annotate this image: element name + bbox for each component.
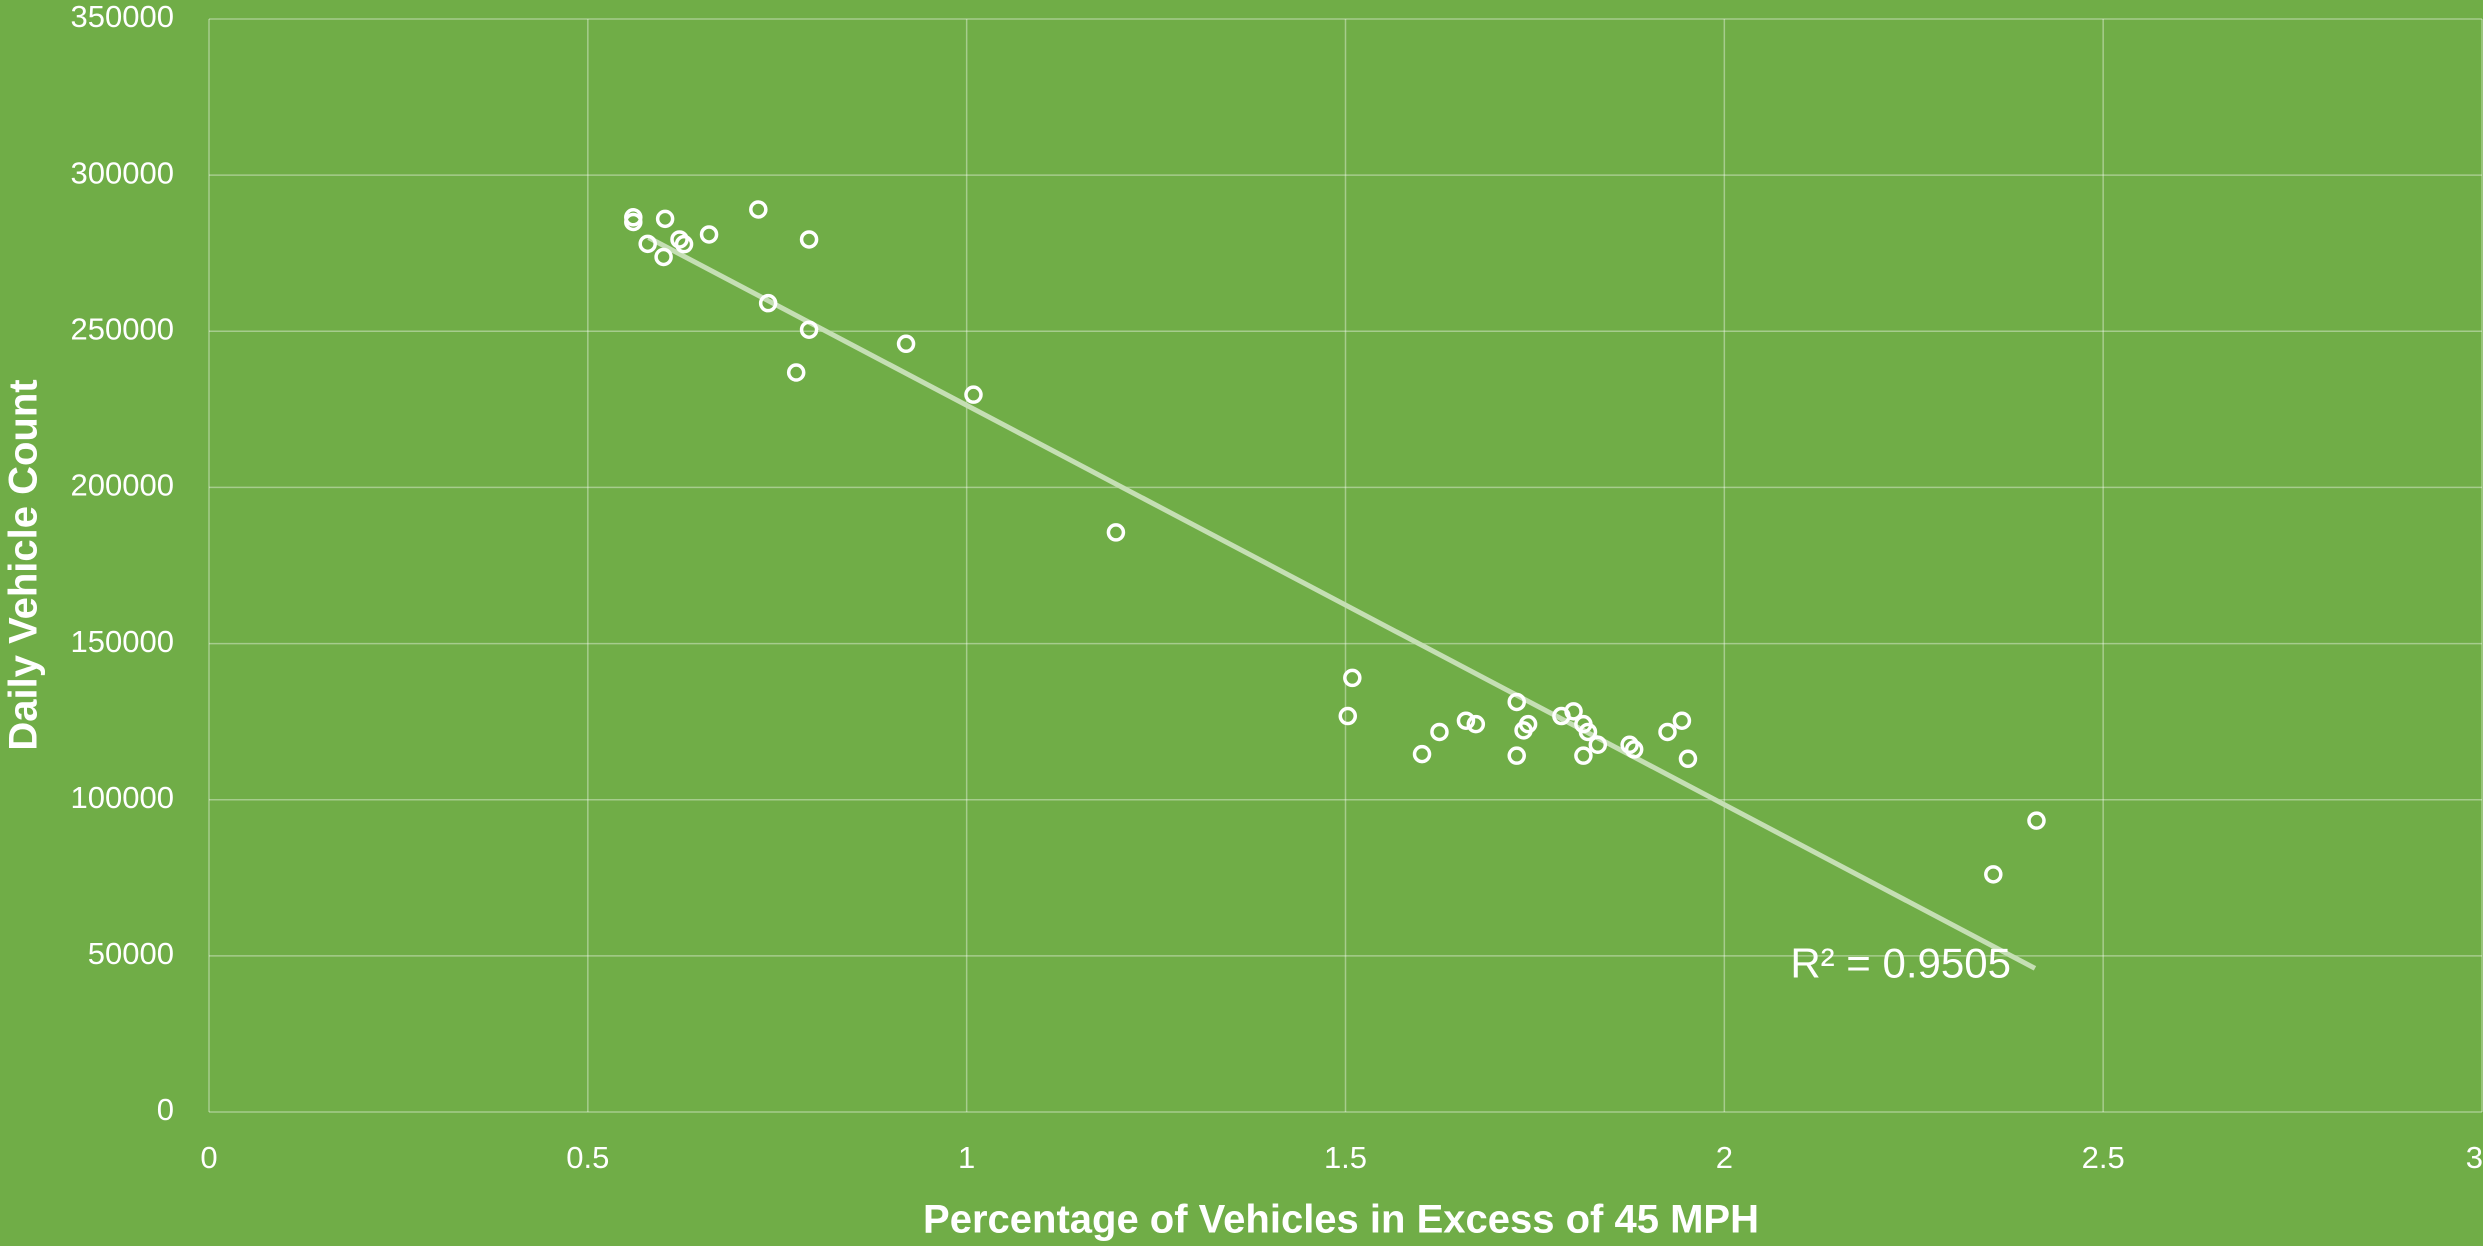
data-point bbox=[1678, 749, 1698, 769]
y-axis-title: Daily Vehicle Count bbox=[2, 379, 46, 750]
y-tick-label: 100000 bbox=[71, 780, 174, 815]
y-tick-label: 250000 bbox=[71, 311, 174, 346]
data-point bbox=[674, 234, 694, 254]
data-point bbox=[2027, 811, 2046, 830]
x-tick-label: 3 bbox=[2466, 1140, 2483, 1175]
data-point bbox=[1518, 714, 1538, 734]
y-tick-label: 150000 bbox=[71, 624, 174, 659]
data-point bbox=[1588, 735, 1608, 755]
data-point bbox=[1658, 722, 1677, 742]
data-point bbox=[786, 363, 806, 382]
x-tick-label: 0.5 bbox=[566, 1140, 609, 1175]
data-point bbox=[1672, 711, 1692, 730]
x-tick-label: 2 bbox=[1716, 1140, 1733, 1175]
data-point bbox=[638, 234, 657, 254]
data-point bbox=[1456, 711, 1476, 730]
data-point bbox=[1620, 735, 1639, 755]
data-point bbox=[799, 230, 819, 249]
data-point bbox=[1106, 523, 1126, 542]
y-tick-label: 300000 bbox=[71, 155, 174, 190]
trendline bbox=[647, 235, 2037, 971]
y-tick-label: 200000 bbox=[71, 468, 174, 503]
data-point bbox=[1338, 706, 1358, 726]
data-point bbox=[699, 225, 719, 244]
data-point bbox=[799, 320, 819, 339]
y-tick-label: 350000 bbox=[71, 0, 174, 34]
data-point bbox=[1574, 746, 1593, 765]
data-point bbox=[1624, 740, 1644, 759]
x-tick-label: 1.5 bbox=[1324, 1140, 1367, 1175]
data-point bbox=[624, 212, 643, 232]
y-tick-label: 50000 bbox=[88, 936, 174, 971]
data-point bbox=[758, 293, 778, 313]
data-point bbox=[749, 200, 768, 219]
y-tick-label: 0 bbox=[157, 1092, 174, 1127]
data-point bbox=[1430, 722, 1449, 742]
x-tick-label: 0 bbox=[200, 1140, 217, 1175]
x-tick-label: 2.5 bbox=[2082, 1140, 2125, 1175]
data-point bbox=[896, 334, 916, 354]
data-point bbox=[654, 247, 673, 267]
data-point bbox=[1412, 744, 1432, 764]
data-point bbox=[655, 209, 675, 229]
x-tick-label: 1 bbox=[958, 1140, 975, 1175]
trendline-annotation: R² = 0.9505 bbox=[1790, 939, 2011, 986]
data-point bbox=[1343, 668, 1362, 688]
data-point bbox=[1578, 722, 1598, 742]
data-point bbox=[670, 230, 689, 249]
x-axis-title: Percentage of Vehicles in Excess of 45 M… bbox=[923, 1198, 1759, 1242]
data-point bbox=[1984, 865, 2003, 884]
data-point bbox=[1564, 702, 1583, 721]
data-point bbox=[964, 385, 983, 404]
data-point bbox=[1507, 746, 1526, 765]
data-point bbox=[1466, 714, 1486, 734]
data-point bbox=[1507, 692, 1526, 712]
